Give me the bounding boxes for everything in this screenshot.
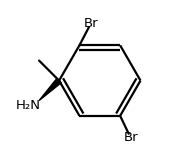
- Text: Br: Br: [124, 131, 138, 144]
- Polygon shape: [39, 78, 61, 101]
- Text: Br: Br: [84, 17, 98, 30]
- Text: H₂N: H₂N: [16, 99, 41, 112]
